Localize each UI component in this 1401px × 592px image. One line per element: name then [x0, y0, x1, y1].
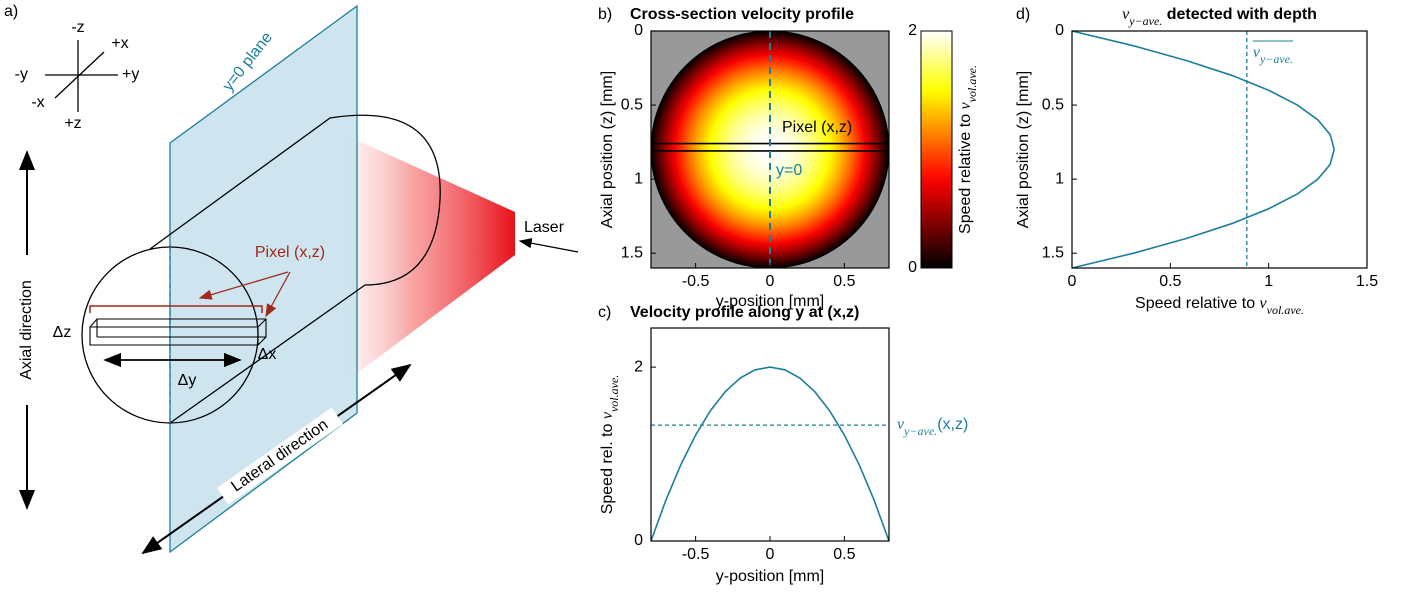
text-part: vol.ave. [965, 65, 979, 102]
axes-box [651, 328, 889, 541]
x-axis-label: Speed relative to vvol.ave. [1135, 295, 1304, 317]
text-part: vol.ave. [1267, 303, 1304, 317]
y-tick-label: 1 [634, 170, 643, 187]
colorbar-label: Speed relative to vvol.ave. [957, 65, 979, 234]
diagram-panel: a) -z +x -y +y -x +z y=0 plane Pixel (x,… [4, 3, 578, 553]
panel-label: c) [598, 304, 611, 321]
axis-label: -y [15, 66, 28, 83]
text-part: y−ave. [903, 424, 937, 438]
x-tick-label: 0.5 [833, 546, 855, 563]
x-tick-label: -0.5 [682, 273, 710, 290]
data-line [1072, 31, 1334, 268]
axial-label: Axial direction [18, 280, 35, 380]
chart-title: vy−ave. detected with depth [1122, 6, 1317, 28]
y-tick-label: 0 [1055, 22, 1064, 39]
text-part: detected with depth [1162, 6, 1317, 23]
axes-box [1072, 31, 1367, 268]
figure: a) -z +x -y +y -x +z y=0 plane Pixel (x,… [0, 0, 1401, 592]
colorbar-tick-label: 0 [908, 259, 917, 276]
laser-arrow [520, 241, 578, 252]
x-tick-label: 0.5 [833, 273, 855, 290]
axis-label: +y [122, 66, 139, 83]
velocity-field [651, 31, 889, 268]
y-axis-label: Axial position (z) [mm] [1015, 71, 1032, 228]
colorbar [921, 31, 952, 268]
x-axis-label: y-position [mm] [716, 568, 824, 585]
text-part: (x,z) [937, 416, 968, 433]
text-part: y−ave. [1128, 14, 1162, 28]
text-part: Speed relative to [1135, 295, 1260, 312]
axes-cross [45, 40, 118, 112]
text-part: Speed rel. to [599, 419, 616, 514]
pixel-label: Pixel (x,z) [782, 119, 852, 136]
y-tick-label: 1.5 [1042, 244, 1064, 261]
y-tick-label: 0 [634, 532, 643, 549]
y-tick-label: 1 [1055, 170, 1064, 187]
x-tick-label: 1.5 [1356, 273, 1378, 290]
colorbar-tick-label: 2 [908, 22, 917, 39]
y0-label: y=0 [776, 162, 802, 179]
x-tick-label: 0.5 [1159, 273, 1181, 290]
chart-title: Cross-section velocity profile [630, 6, 854, 23]
delta-label: Δy [178, 372, 197, 389]
delta-label: Δx [258, 346, 277, 363]
y-axis-label: Axial position (z) [mm] [599, 71, 616, 228]
data-line [651, 367, 889, 541]
panel-label: a) [4, 3, 18, 20]
reference-label: vy−ave. [1253, 44, 1293, 66]
pixel-label: Pixel (x,z) [255, 244, 325, 261]
y-tick-label: 0 [634, 22, 643, 39]
y-axis-label: Speed rel. to vvol.ave. [599, 375, 621, 515]
x-tick-label: 0 [766, 546, 775, 563]
axis-label: -x [31, 94, 44, 111]
x-tick-label: -0.5 [682, 546, 710, 563]
reference-label: vy−ave.(x,z) [897, 416, 968, 438]
axis-label: -z [71, 19, 84, 36]
axis-label: +x [111, 35, 128, 52]
text-part: y−ave. [1259, 52, 1293, 66]
axis-label: +z [64, 115, 81, 132]
panel-label: d) [1016, 6, 1030, 23]
y-tick-label: 0.5 [621, 96, 643, 113]
y-tick-label: 2 [634, 358, 643, 375]
delta-label: Δz [53, 324, 72, 341]
laser-label: Laser [524, 219, 565, 236]
y-tick-label: 1.5 [621, 244, 643, 261]
x-tick-label: 1 [1264, 273, 1273, 290]
text-part: vol.ave. [607, 375, 621, 412]
panel-label: b) [598, 6, 612, 23]
y-tick-label: 0.5 [1042, 96, 1064, 113]
x-tick-label: 0 [766, 273, 775, 290]
text-part: Speed relative to [957, 109, 974, 234]
chart-title: Velocity profile along y at (x,z) [630, 304, 859, 321]
x-tick-label: 0 [1068, 273, 1077, 290]
